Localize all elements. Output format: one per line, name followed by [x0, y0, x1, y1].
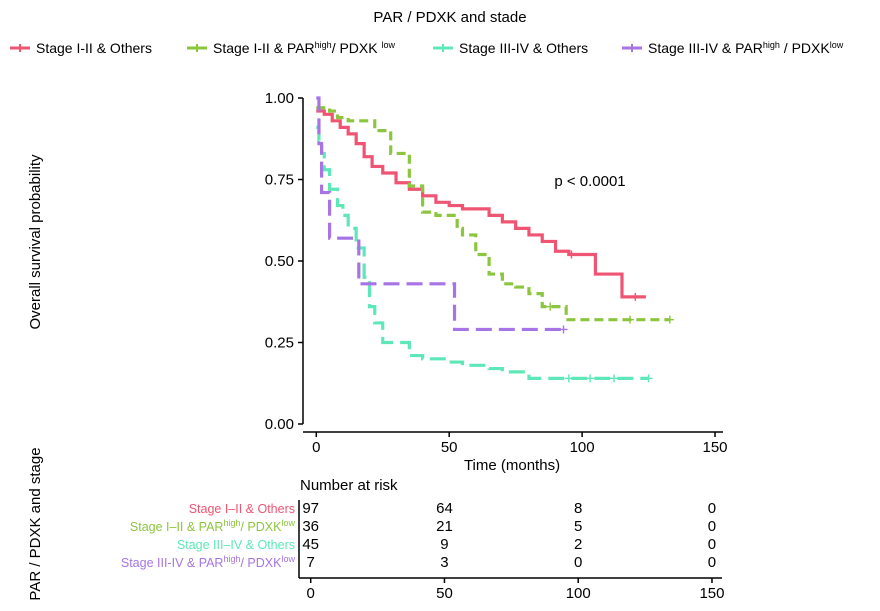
label-part: Stage III-IV & PAR — [648, 40, 763, 56]
risk-x-tick-label: 150 — [699, 585, 724, 602]
label-part: Stage I-II & Others — [36, 40, 152, 56]
y-tick-label: 0.50 — [265, 253, 294, 270]
risk-count: 7 — [307, 554, 315, 571]
label-part: Stage I–II & PAR — [130, 520, 224, 534]
label-superscript: high — [223, 554, 240, 564]
legend-label: Stage III-IV & PARhigh / PDXKlow — [648, 40, 844, 56]
risk-count: 36 — [302, 518, 319, 535]
risk-row-label: Stage III–IV & Others — [177, 538, 295, 552]
censor-mark — [586, 374, 595, 383]
x-tick-label: 50 — [441, 439, 458, 456]
label-superscript: low — [281, 554, 295, 564]
label-superscript: high — [223, 518, 240, 528]
y-tick-label: 0.75 — [265, 172, 294, 189]
legend: Stage I-II & Others Stage I-II & PARhigh/… — [10, 40, 844, 56]
risk-count: 0 — [708, 536, 716, 553]
x-axis: 0 50 100 150 — [303, 431, 728, 456]
x-axis-label: Time (months) — [464, 457, 560, 474]
legend-label: Stage III-IV & Others — [459, 40, 588, 56]
label-part: / PDXK — [780, 40, 830, 56]
risk-table-title: Number at risk — [300, 477, 398, 494]
risk-count: 0 — [708, 554, 716, 571]
survival-curve-1 — [316, 106, 670, 322]
risk-x-tick-label: 0 — [307, 585, 315, 602]
label-part: Stage I–II & Others — [189, 502, 295, 516]
x-tick-label: 100 — [570, 439, 595, 456]
legend-item-3: Stage III-IV & PARhigh / PDXKlow — [622, 40, 844, 56]
censor-mark — [631, 292, 640, 301]
legend-item-1: Stage I-II & PARhigh/ PDXK low — [187, 40, 395, 56]
risk-x-tick-label: 50 — [436, 585, 453, 602]
censor-mark — [546, 302, 555, 311]
p-value-annotation: p < 0.0001 — [554, 173, 625, 190]
risk-row-label: Stage III-IV & PARhigh/ PDXKlow — [121, 554, 296, 570]
risk-count: 2 — [574, 536, 582, 553]
chart-title: PAR / PDXK and stade — [373, 9, 526, 26]
label-part: / PDXK — [332, 40, 382, 56]
legend-label: Stage I-II & PARhigh/ PDXK low — [213, 40, 395, 56]
survival-curve-3 — [316, 96, 564, 332]
risk-row-label: Stage I–II & Others — [189, 502, 295, 516]
legend-label: Stage I-II & Others — [36, 40, 152, 56]
risk-count: 8 — [574, 500, 582, 517]
risk-count: 64 — [436, 500, 453, 517]
risk-count: 21 — [436, 518, 453, 535]
risk-count: 9 — [440, 536, 448, 553]
censor-mark — [567, 250, 576, 259]
label-superscript: high — [315, 40, 332, 50]
censor-mark — [564, 374, 573, 383]
risk-count: 3 — [440, 554, 448, 571]
censor-mark — [559, 325, 568, 334]
risk-row-label: Stage I–II & PARhigh/ PDXKlow — [130, 518, 296, 534]
y-tick-label: 1.00 — [265, 90, 294, 107]
label-superscript: high — [763, 40, 780, 50]
x-tick-label: 150 — [703, 439, 728, 456]
survival-curve-0 — [316, 109, 646, 299]
y-axis-label: Overall survival probability — [27, 154, 44, 330]
censor-mark — [625, 315, 634, 324]
label-part: / PDXK — [240, 520, 282, 534]
legend-item-2: Stage III-IV & Others — [433, 40, 588, 56]
survival-curve-2 — [316, 125, 649, 380]
risk-count: 0 — [574, 554, 582, 571]
legend-item-0: Stage I-II & Others — [10, 40, 152, 56]
risk-count: 45 — [302, 536, 319, 553]
label-part: Stage III-IV & PAR — [121, 556, 224, 570]
risk-count: 5 — [574, 518, 582, 535]
censor-mark — [610, 374, 619, 383]
label-part: / PDXK — [240, 556, 282, 570]
y-tick-label: 0.00 — [265, 416, 294, 433]
risk-count: 0 — [708, 518, 716, 535]
y-tick-label: 0.25 — [265, 335, 294, 352]
risk-x-tick-label: 100 — [566, 585, 591, 602]
censor-mark — [665, 315, 674, 324]
censor-mark — [644, 374, 653, 383]
label-part: Stage III-IV & Others — [459, 40, 588, 56]
label-superscript: low — [830, 40, 844, 50]
risk-count: 97 — [302, 500, 319, 517]
risk-table-y-axis-label: PAR / PDXK and stage — [27, 447, 44, 600]
label-part: Stage III–IV & Others — [177, 538, 295, 552]
label-part: Stage I-II & PAR — [213, 40, 315, 56]
survival-curves — [316, 96, 674, 383]
risk-count: 0 — [708, 500, 716, 517]
label-superscript: low — [281, 518, 295, 528]
y-axis: 0.00 0.25 0.50 0.75 1.00 — [265, 90, 304, 433]
x-tick-label: 0 — [312, 439, 320, 456]
label-superscript: low — [381, 40, 395, 50]
